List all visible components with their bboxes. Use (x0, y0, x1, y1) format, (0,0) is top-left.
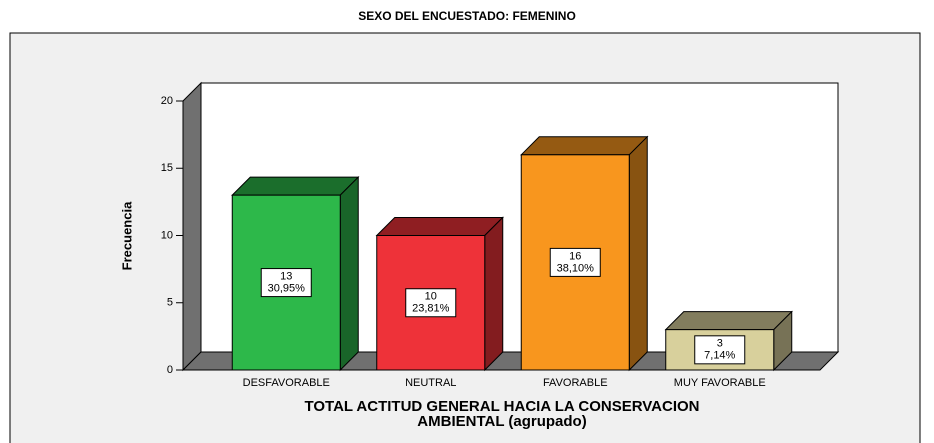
data-label-box (260, 268, 312, 298)
data-label: 10 (425, 291, 437, 303)
chart-title: SEXO DEL ENCUESTADO: FEMENINO (358, 9, 576, 23)
y-tick-label: 5 (167, 297, 173, 309)
bar-side (484, 216, 504, 372)
y-tick-label: 15 (161, 162, 173, 174)
bar-side (339, 175, 359, 372)
data-label-box (694, 335, 746, 365)
data-label: 16 (569, 250, 581, 262)
data-label-box (549, 247, 601, 277)
bar-top (664, 311, 793, 331)
y-tick-label: 10 (161, 229, 173, 241)
x-axis-label: TOTAL ACTITUD GENERAL HACIA LA CONSERVAC… (304, 398, 699, 415)
y-tick-label: 20 (161, 95, 173, 107)
x-tick-label: FAVORABLE (543, 377, 608, 389)
data-label: 3 (717, 338, 723, 350)
data-label: 13 (280, 270, 292, 282)
data-label: 23,81% (412, 303, 450, 315)
bar-top (375, 217, 504, 236)
side-wall (182, 81, 202, 372)
bar-top (231, 176, 360, 196)
x-tick-label: DESFAVORABLE (243, 377, 330, 389)
y-axis-label: Frecuencia (119, 201, 134, 270)
data-label: 30,95% (268, 282, 306, 294)
y-tick-label: 0 (167, 364, 173, 376)
data-label: 7,14% (704, 350, 735, 362)
data-label-box (405, 288, 457, 318)
bar-side (628, 135, 648, 372)
x-tick-label: MUY FAVORABLE (674, 377, 766, 389)
x-tick-label: NEUTRAL (405, 377, 456, 389)
bar-top (520, 136, 649, 156)
x-axis-label: AMBIENTAL (agrupado) (417, 413, 586, 430)
data-label: 38,10% (557, 262, 595, 274)
